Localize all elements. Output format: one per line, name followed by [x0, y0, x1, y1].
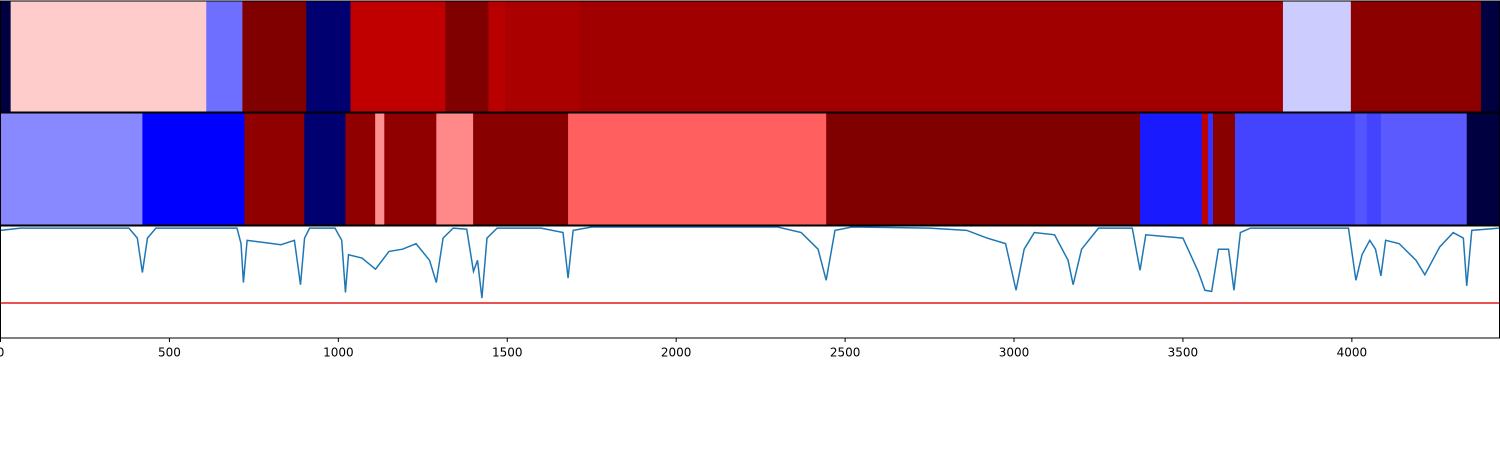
segment: [1201, 113, 1209, 225]
segment: [384, 113, 437, 225]
segment: [1140, 113, 1203, 225]
x-tick-label: 3500: [1168, 346, 1199, 360]
segment: [826, 113, 1141, 225]
x-tick-label: 1000: [323, 346, 354, 360]
segment: [304, 113, 346, 225]
segment: [0, 1, 12, 112]
segment: [568, 113, 827, 225]
x-tick-label: 3000: [999, 346, 1030, 360]
segment: [1380, 113, 1468, 225]
segment: [142, 113, 245, 225]
segment: [206, 1, 243, 112]
segment: [1213, 113, 1236, 225]
line: [0, 226, 1500, 299]
segment: [436, 113, 474, 225]
segment: [242, 1, 307, 112]
segment: [350, 1, 446, 112]
segment: [1366, 113, 1382, 225]
segment: [306, 1, 352, 112]
panel-frame: [0, 225, 1500, 339]
x-tick-label: 0: [0, 346, 4, 360]
segment: [345, 113, 376, 225]
segment: [505, 1, 581, 112]
segment: [10, 1, 207, 112]
segment: [1480, 1, 1500, 112]
x-tick-label: 2500: [830, 346, 861, 360]
x-tick-label: 4000: [1337, 346, 1368, 360]
x-tick-label: 500: [158, 346, 181, 360]
segment: [1207, 113, 1214, 225]
segment: [244, 113, 305, 225]
segment: [0, 113, 143, 225]
segment: [1466, 113, 1500, 225]
segment: [580, 1, 1284, 112]
segment: [375, 113, 385, 225]
segment: [1234, 113, 1356, 225]
segment: [1354, 113, 1368, 225]
segment: [1282, 1, 1352, 112]
segment: [1350, 1, 1482, 112]
x-tick-label: 2000: [661, 346, 692, 360]
segment: [488, 1, 506, 112]
x-tick-label: 1500: [492, 346, 523, 360]
segment: [445, 1, 489, 112]
segment: [473, 113, 569, 225]
